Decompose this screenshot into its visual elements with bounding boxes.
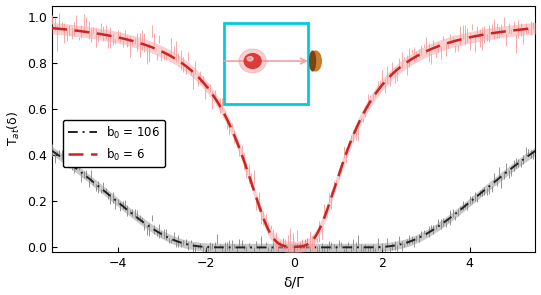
- Bar: [223, 23, 308, 104]
- Ellipse shape: [309, 51, 315, 71]
- Ellipse shape: [244, 54, 261, 68]
- Y-axis label: T$_{at}$(δ): T$_{at}$(δ): [5, 111, 22, 146]
- X-axis label: δ/Γ: δ/Γ: [283, 276, 304, 289]
- Ellipse shape: [247, 57, 253, 61]
- Ellipse shape: [309, 51, 321, 71]
- Legend: b$_0$ = 106, b$_0$ = 6: b$_0$ = 106, b$_0$ = 6: [63, 120, 166, 167]
- Ellipse shape: [239, 49, 266, 73]
